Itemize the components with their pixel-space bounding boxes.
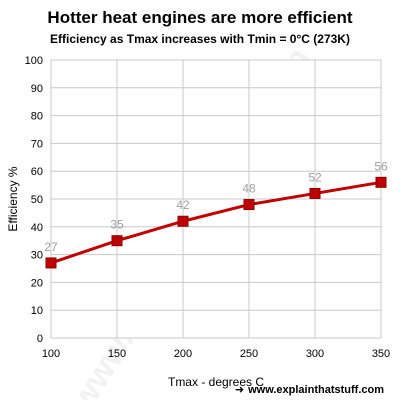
chart-title: Hotter heat engines are more efficient	[47, 8, 353, 27]
data-label: 27	[44, 240, 58, 254]
y-axis-title: Efficiency %	[6, 166, 20, 231]
data-point-marker	[45, 257, 57, 269]
x-tick-label: 100	[42, 348, 60, 360]
y-tick-label: 0	[37, 333, 43, 345]
y-tick-label: 100	[25, 55, 43, 67]
y-tick-label: 70	[31, 138, 43, 150]
y-tick-label: 30	[31, 250, 43, 262]
data-label: 48	[242, 182, 256, 196]
y-tick-label: 20	[31, 277, 43, 289]
data-point-marker	[309, 187, 321, 199]
y-tick-label: 50	[31, 194, 43, 206]
x-axis-title: Tmax - degrees C	[168, 375, 264, 389]
data-label: 42	[176, 198, 190, 212]
series-layer	[45, 176, 387, 269]
data-label: 35	[110, 218, 124, 232]
chart-subtitle: Efficiency as Tmax increases with Tmin =…	[50, 32, 350, 46]
data-label: 52	[308, 170, 322, 184]
x-tick-label: 250	[240, 348, 258, 360]
y-tick-label: 90	[31, 83, 43, 95]
y-tick-label: 10	[31, 305, 43, 317]
x-tick-label: 150	[108, 348, 126, 360]
data-point-marker	[243, 199, 255, 211]
y-tick-label: 40	[31, 222, 43, 234]
chart-axes: 0 10 20 30 40 50 60 70 80 90 100 100 150 200 250 300 350	[25, 55, 391, 360]
x-tick-label: 350	[372, 348, 390, 360]
data-label: 56	[374, 159, 388, 173]
data-point-marker	[375, 176, 387, 188]
arrow-right-icon: ➜	[234, 384, 245, 396]
data-point-marker	[177, 215, 189, 227]
x-tick-label: 200	[174, 348, 192, 360]
data-labels: 27 35 42 48 52 56	[44, 159, 388, 254]
chart-grid	[50, 59, 382, 339]
x-tick-label: 300	[306, 348, 324, 360]
site-credit-text: www.explainthatstuff.com	[248, 384, 384, 396]
y-tick-label: 60	[31, 166, 43, 178]
series-line	[50, 180, 382, 265]
site-credit: ➜ www.explainthatstuff.com	[235, 383, 384, 396]
y-tick-label: 80	[31, 111, 43, 123]
data-point-marker	[111, 235, 123, 247]
